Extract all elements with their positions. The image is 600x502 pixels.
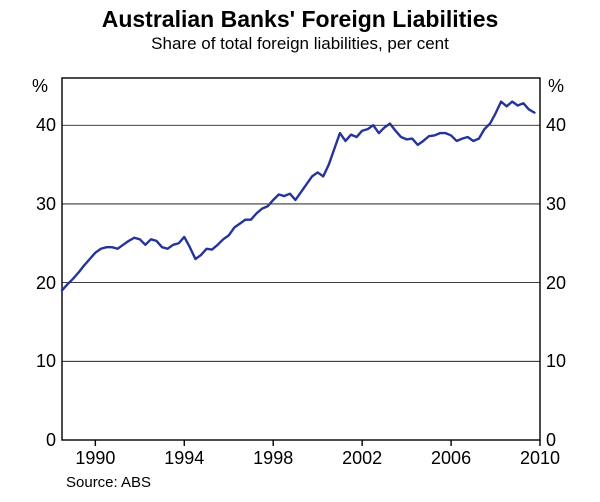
y-tick-label-right: 10 — [546, 351, 566, 372]
x-tick-label: 1994 — [154, 448, 214, 469]
y-tick-label-right: 30 — [546, 194, 566, 215]
y-tick-label-right: 20 — [546, 273, 566, 294]
x-tick-label: 2002 — [332, 448, 392, 469]
chart-source: Source: ABS — [66, 474, 151, 491]
y-tick-label-left: 10 — [16, 351, 56, 372]
x-tick-label: 1998 — [243, 448, 303, 469]
y-tick-label-left: 20 — [16, 273, 56, 294]
y-tick-label-left: 0 — [16, 430, 56, 451]
x-tick-label: 2006 — [421, 448, 481, 469]
x-tick-label: 1990 — [65, 448, 125, 469]
y-tick-label-right: 40 — [546, 115, 566, 136]
y-tick-label-left: 40 — [16, 115, 56, 136]
chart-plot — [0, 0, 600, 502]
y-tick-label-left: 30 — [16, 194, 56, 215]
x-tick-label: 2010 — [510, 448, 570, 469]
